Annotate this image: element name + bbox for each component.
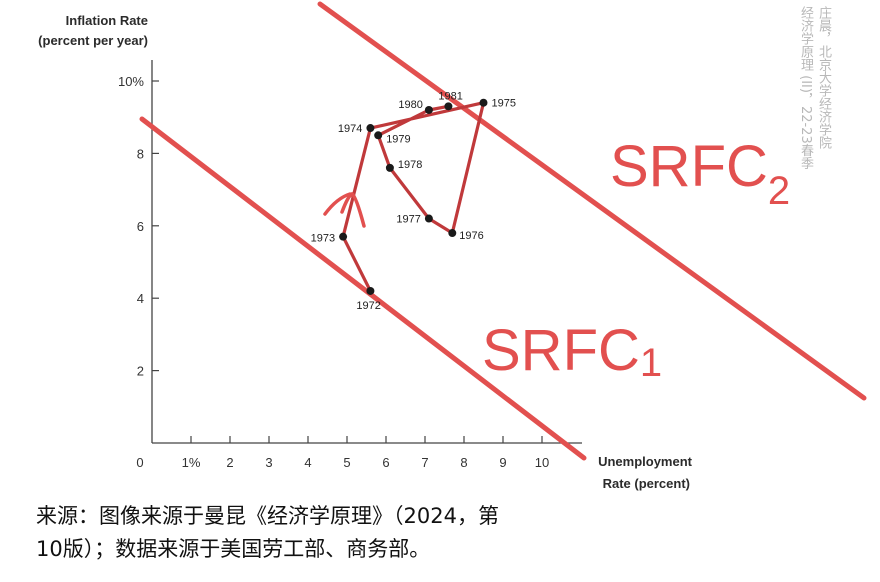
data-point-1973: [339, 232, 348, 241]
data-point-1975: [479, 98, 488, 107]
srfc1-label: SRFC1: [482, 318, 662, 385]
data-label-1973: 1973: [311, 233, 335, 245]
y-axis-title-line1: Inflation Rate: [66, 13, 148, 28]
x-tick-label: 5: [343, 455, 350, 470]
x-tick-label: 8: [460, 455, 467, 470]
data-label-1979: 1979: [386, 133, 410, 145]
y-tick-label: 4: [137, 291, 144, 306]
data-point-1974: [366, 124, 375, 133]
course-watermark: 庄晨，北京大学经济学院 经济学原理 (II)，22-23春季: [796, 6, 832, 170]
x-tick-label: 1%: [182, 455, 201, 470]
y-tick-label: 10%: [118, 74, 144, 89]
data-point-1976: [448, 229, 457, 238]
watermark-line2: 经济学原理 (II)，22-23春季: [798, 6, 813, 170]
data-point-1979: [374, 131, 383, 140]
x-tick-label: 9: [499, 455, 506, 470]
data-label-1974: 1974: [338, 123, 362, 135]
x-tick-label: 3: [265, 455, 272, 470]
data-label-1980: 1980: [398, 99, 422, 111]
data-label-1977: 1977: [396, 214, 420, 226]
direction-arrow-head: [323, 192, 352, 216]
x-tick-label: 10: [535, 455, 549, 470]
data-label-1975: 1975: [492, 98, 516, 110]
y-axis-title-line2: (percent per year): [38, 33, 148, 48]
y-tick-label: 2: [137, 364, 144, 379]
caption-line1: 来源：图像来源于曼昆《经济学原理》（2024，第: [36, 504, 499, 528]
data-label-1972: 1972: [356, 300, 380, 312]
x-tick-label: 6: [382, 455, 389, 470]
data-point-1981: [444, 102, 453, 111]
data-point-1972: [366, 286, 375, 295]
srfc2-line: [317, 1, 867, 401]
caption-line2: 10版）；数据来源于美国劳工部、商务部。: [36, 537, 431, 561]
data-series: 1972 1973 1974 1975 1976 1977 1978 1979 1980 1981: [311, 90, 516, 312]
data-point-1977: [424, 214, 433, 223]
data-label-1978: 1978: [398, 159, 422, 171]
x-tick-label: 7: [421, 455, 428, 470]
srfc2-label: SRFC2: [610, 134, 790, 213]
phillips-curve-chart: Inflation Rate (percent per year) Unempl…: [38, 1, 867, 491]
x-axis-title-line1: Unemployment: [598, 454, 693, 469]
series-line: [341, 101, 486, 292]
x-tick-label: 4: [304, 455, 311, 470]
data-point-1980: [424, 105, 433, 114]
x-axis-ticks: 0 1% 2 3 4 5 6 7 8 9 10: [136, 436, 549, 470]
direction-arrow: [340, 192, 366, 228]
data-label-1976: 1976: [459, 230, 483, 242]
y-tick-label: 6: [137, 219, 144, 234]
x-tick-label: 2: [226, 455, 233, 470]
srfc1-line: [139, 116, 587, 461]
x-axis-title-line2: Rate (percent): [603, 476, 690, 491]
y-axis-ticks: 2 4 6 8 10%: [118, 74, 159, 379]
source-caption: 来源：图像来源于曼昆《经济学原理》（2024，第 10版）；数据来源于美国劳工部…: [36, 500, 676, 566]
watermark-line1: 庄晨，北京大学经济学院: [816, 6, 831, 149]
x-tick-label: 0: [136, 455, 143, 470]
data-label-1981: 1981: [438, 90, 462, 102]
data-point-1978: [385, 163, 394, 172]
y-tick-label: 8: [137, 146, 144, 161]
